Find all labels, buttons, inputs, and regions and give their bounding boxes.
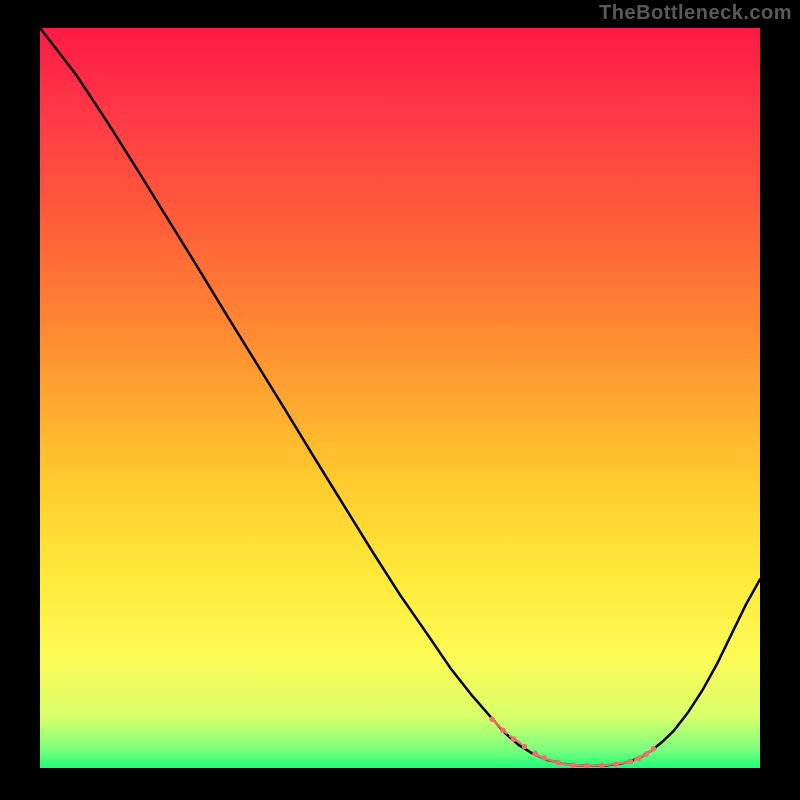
valley-highlight-segment: [561, 764, 570, 765]
valley-marker: [500, 727, 506, 733]
valley-marker: [533, 750, 539, 756]
valley-marker: [522, 744, 528, 750]
valley-highlight-segment: [604, 764, 613, 765]
valley-marker: [556, 760, 562, 766]
valley-highlight-segment: [619, 762, 628, 763]
bottleneck-curve-plot: [40, 28, 760, 768]
valley-marker: [613, 762, 619, 768]
watermark-text: TheBottleneck.com: [599, 2, 792, 25]
valley-marker: [651, 746, 657, 752]
valley-marker: [511, 736, 517, 742]
valley-marker: [541, 755, 547, 761]
valley-marker: [599, 763, 605, 768]
valley-marker: [628, 759, 634, 765]
valley-marker: [570, 762, 576, 768]
valley-marker: [636, 756, 642, 762]
valley-marker: [643, 751, 649, 757]
chart-stage: TheBottleneck.com: [0, 0, 800, 800]
valley-marker: [489, 716, 495, 722]
